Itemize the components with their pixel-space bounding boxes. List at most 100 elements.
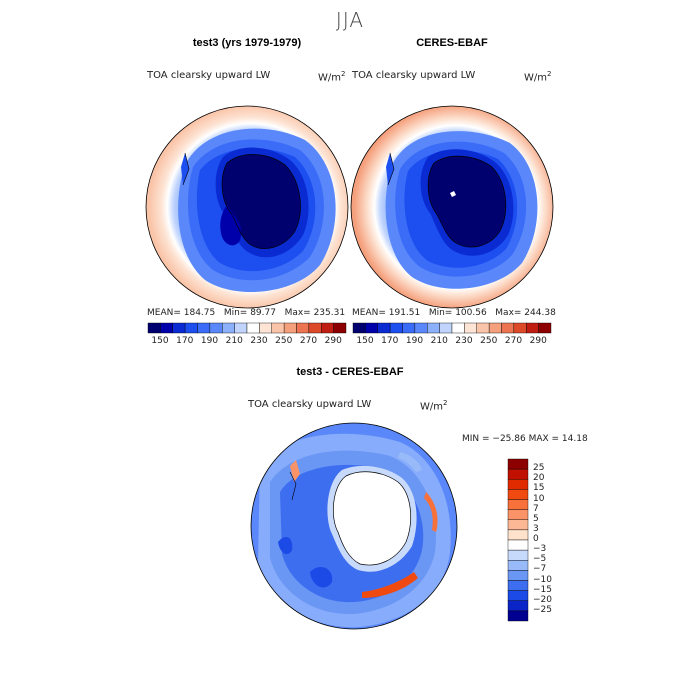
colorbar-tick-label: 250 [480,336,498,346]
colorbar-swatch [476,322,490,334]
colorbar-tick-label: 7 [533,503,539,514]
variable-label-test: TOA clearsky upward LW [147,70,271,81]
colorbar-swatch [501,322,515,334]
stats-ceres: MEAN= 191.51 Min= 100.56 Max= 244.38 [352,308,556,318]
map-diff [250,422,458,630]
colorbar-tick-label: 210 [430,336,448,346]
colorbar-swatch [222,322,235,334]
stat-mean: MEAN= 184.75 [147,308,216,318]
colorbar-tick-label: 25 [533,463,545,474]
units-label-ceres: W/m2 [524,70,552,84]
colorbar-swatch [507,549,529,561]
colorbar-tick-label: 170 [176,336,194,346]
colorbar-swatch [513,322,527,334]
colorbar-swatch [507,600,529,612]
colorbar-tick-label: 190 [200,336,219,346]
colorbar-swatch [538,322,552,334]
colorbar-tick-label: 250 [275,336,293,346]
colorbar-tick-label: 210 [225,336,243,346]
colorbar-swatch [507,519,529,531]
colorbar-tick-label: 5 [533,513,539,524]
colorbar-tick-label: −25 [533,604,552,615]
colorbar-ticks-test: 150 170 190 210 230 250 270 290 [147,336,347,348]
colorbar-swatch [160,322,173,334]
season-title: JJA [335,8,365,32]
colorbar-ceres [352,322,552,334]
colorbar-tick-label: 290 [529,336,547,346]
colorbar-swatch [184,322,198,334]
colorbar-test [147,322,347,334]
colorbar-tick-label: 230 [250,336,268,346]
colorbar-swatch [507,468,529,480]
colorbar-ticks-diff: 25 20 15 10 7 5 3 0 −3 −5 −7 −10 −15 −20 −25 [533,458,573,622]
colorbar-tick-label: −5 [533,554,547,565]
colorbar-swatch [507,539,529,551]
stat-min: Min= 100.56 [428,308,487,318]
colorbar-tick-label: 230 [455,336,473,346]
colorbar-swatch [352,322,366,334]
colorbar-swatch [488,322,502,334]
map-ceres [350,105,554,309]
panel-title-test: test3 (yrs 1979-1979) [192,37,302,49]
colorbar-swatch [147,322,161,334]
colorbar-swatch [507,479,529,490]
units-label-test: W/m2 [318,70,346,84]
colorbar-swatch [507,509,529,520]
colorbar-swatch [507,458,529,470]
colorbar-swatch [377,322,391,334]
colorbar-tick-label: −3 [533,544,547,555]
colorbar-swatch [507,570,529,581]
colorbar-swatch [507,580,529,591]
colorbar-swatch [507,560,529,571]
colorbar-tick-label: 3 [533,523,539,534]
stat-mean: MEAN= 191.51 [352,308,421,318]
colorbar-swatch [439,322,453,334]
colorbar-swatch [246,322,260,334]
colorbar-swatch [296,322,310,334]
colorbar-swatch [308,322,322,334]
colorbar-swatch [283,322,297,334]
colorbar-swatch [271,322,285,334]
colorbar-swatch [427,322,440,334]
colorbar-tick-label: 270 [299,336,318,346]
colorbar-swatch [526,322,539,334]
colorbar-swatch [234,322,248,334]
colorbar-swatch [321,322,334,334]
colorbar-swatch [402,322,416,334]
colorbar-swatch [451,322,465,334]
colorbar-swatch [507,590,529,601]
stat-max: Max= 244.38 [495,308,556,318]
colorbar-tick-label: 150 [151,336,169,346]
colorbar-tick-label: 270 [504,336,523,346]
colorbar-tick-label: 290 [324,336,342,346]
stat-min: Min= 89.77 [223,308,276,318]
colorbar-swatch [414,322,428,334]
colorbar-swatch [507,610,529,622]
diff-minmax: MIN = −25.86 MAX = 14.18 [462,434,588,444]
units-label-diff: W/m2 [420,399,448,413]
variable-label-diff: TOA clearsky upward LW [248,399,372,410]
colorbar-swatch [172,322,186,334]
colorbar-swatch [389,322,403,334]
colorbar-tick-label: 170 [381,336,399,346]
colorbar-tick-label: −15 [533,584,552,595]
colorbar-tick-label: 15 [533,483,545,494]
panel-title-ceres: CERES-EBAF [416,37,488,49]
colorbar-swatch [507,529,529,541]
colorbar-swatch [259,322,272,334]
colorbar-swatch [507,499,529,510]
variable-label-ceres: TOA clearsky upward LW [352,70,476,81]
colorbar-swatch [197,322,211,334]
map-test [145,105,349,309]
colorbar-tick-label: −10 [533,574,552,585]
stat-max: Max= 235.31 [284,308,346,318]
colorbar-swatch [464,322,477,334]
colorbar-ticks-ceres: 150 170 190 210 230 250 270 290 [352,336,552,348]
colorbar-tick-label: 190 [405,336,424,346]
colorbar-tick-label: 0 [533,534,539,544]
colorbar-tick-label: −7 [533,564,547,575]
colorbar-tick-label: −20 [533,594,552,605]
colorbar-swatch [365,322,378,334]
stats-test: MEAN= 184.75 Min= 89.77 Max= 235.31 [147,308,345,318]
panel-title-diff: test3 - CERES-EBAF [296,366,404,378]
